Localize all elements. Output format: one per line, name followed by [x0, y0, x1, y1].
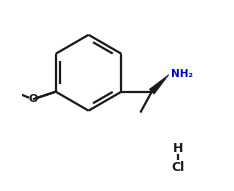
Text: O: O: [28, 94, 38, 104]
Text: NH₂: NH₂: [171, 69, 193, 79]
Text: Cl: Cl: [171, 161, 184, 174]
Polygon shape: [149, 75, 169, 94]
Text: H: H: [172, 142, 183, 155]
